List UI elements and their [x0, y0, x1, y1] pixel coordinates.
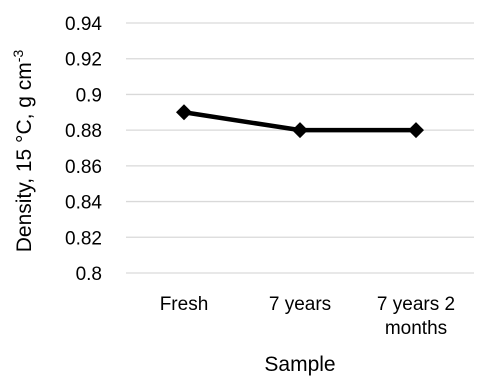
series-group [176, 104, 424, 139]
y-tick-label: 0.94 [65, 14, 102, 35]
x-tick-label: 7 years [269, 294, 331, 315]
y-tick-label: 0.92 [65, 50, 102, 71]
gridlines [126, 22, 474, 274]
y-tick-label: 0.84 [65, 193, 102, 214]
y-tick-label: 0.82 [65, 228, 102, 249]
x-axis-title: Sample [264, 353, 335, 376]
y-tick-label: 0.88 [65, 121, 102, 142]
x-tick-label-line: months [385, 318, 447, 339]
x-axis-ticks: Fresh 7 years 7 years 2 months [160, 294, 455, 339]
y-tick-label: 0.8 [76, 264, 102, 285]
x-tick-label: 7 years 2 months [377, 294, 455, 339]
x-tick-label-line: 7 years 2 [377, 294, 455, 315]
y-axis-title-superscript: -3 [10, 50, 26, 63]
data-point-0 [176, 104, 192, 121]
x-tick-label: Fresh [160, 294, 209, 315]
y-tick-label: 0.9 [76, 85, 102, 106]
data-point-2 [408, 122, 424, 139]
y-axis-ticks: 0.8 0.82 0.84 0.86 0.88 0.9 0.92 0.94 [65, 14, 102, 285]
y-tick-label: 0.86 [65, 157, 102, 178]
data-point-1 [292, 122, 308, 139]
y-axis-title-text: Density, 15 °C, g cm [13, 62, 36, 252]
y-axis-title: Density, 15 °C, g cm-3 [10, 50, 36, 253]
x-tick-label-line: 7 years [269, 294, 331, 315]
x-tick-label-line: Fresh [160, 294, 209, 315]
